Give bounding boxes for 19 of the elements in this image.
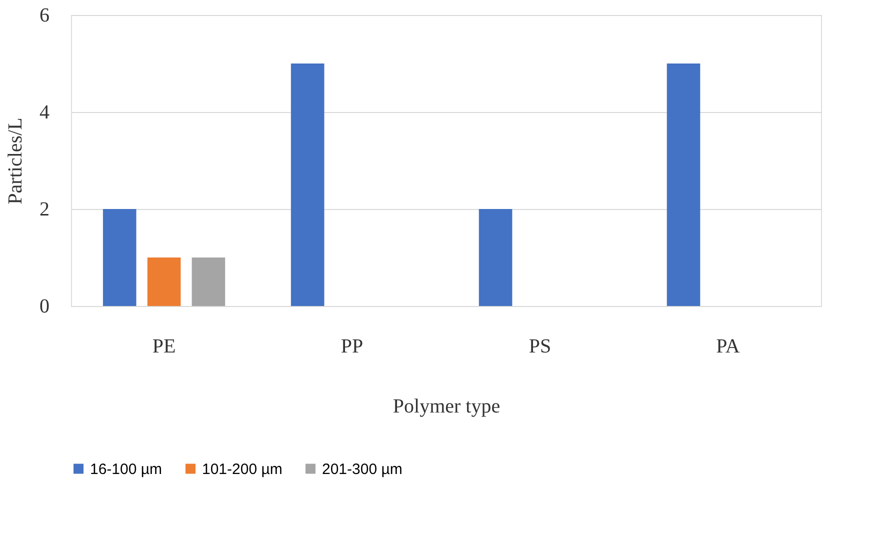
legend-label: 201-300 µm xyxy=(322,460,402,478)
bar xyxy=(147,258,181,306)
x-tick-label: PA xyxy=(716,336,740,358)
bar xyxy=(666,64,700,306)
x-tick-label: PS xyxy=(528,336,552,358)
y-axis-title: Particles/L xyxy=(4,118,26,204)
bar xyxy=(102,209,136,306)
x-tick-label: PE xyxy=(152,336,176,358)
bar xyxy=(478,209,512,306)
x-axis-title: Polymer type xyxy=(392,396,500,418)
bar xyxy=(192,258,226,306)
bar xyxy=(290,64,324,306)
y-tick-label: 6 xyxy=(40,4,50,26)
y-tick-label: 2 xyxy=(40,198,50,220)
y-tick-label: 0 xyxy=(40,296,50,318)
legend-label: 101-200 µm xyxy=(202,460,282,478)
y-tick-label: 4 xyxy=(40,102,50,124)
x-tick-label: PP xyxy=(340,336,364,358)
legend-label: 16-100 µm xyxy=(90,460,162,478)
